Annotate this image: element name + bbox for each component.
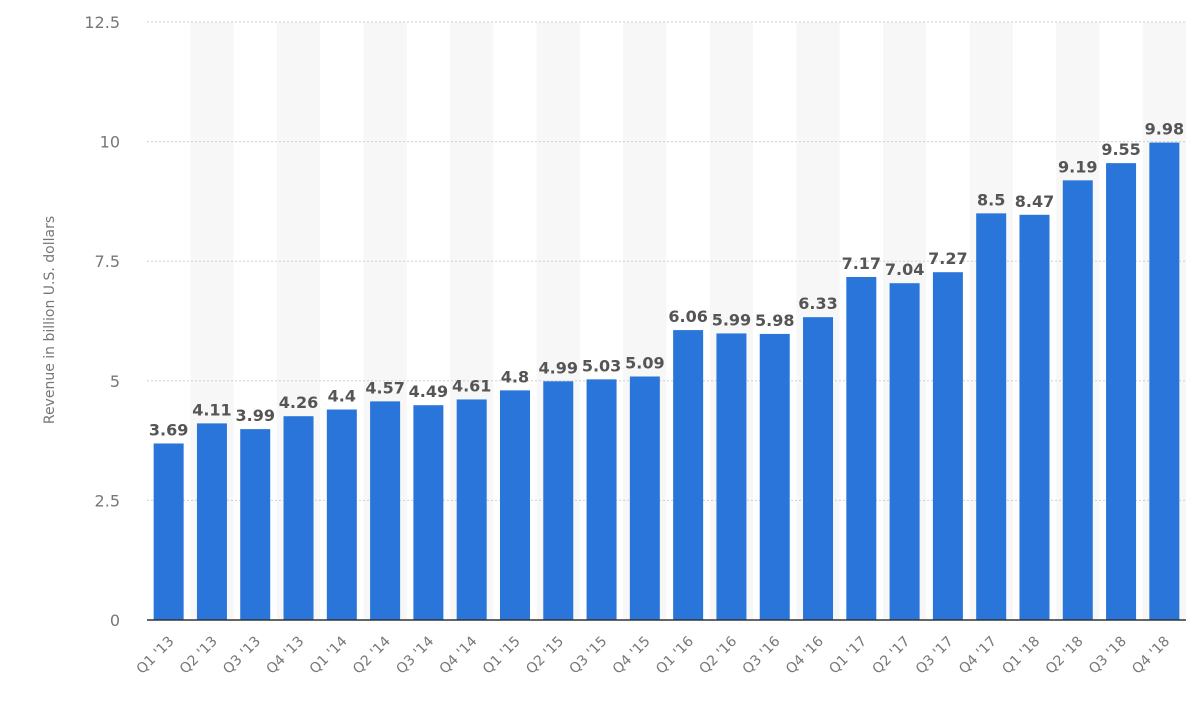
x-tick-label: Q1 '17 <box>826 634 870 678</box>
bar-value-label: 4.8 <box>501 367 529 386</box>
x-tick-label: Q3 '14 <box>393 633 437 677</box>
x-tick-label: Q1 '15 <box>480 634 524 678</box>
y-tick-label: 2.5 <box>95 491 120 510</box>
bar[interactable] <box>196 423 227 620</box>
x-tick-label: Q3 '16 <box>740 633 784 677</box>
bar-value-label: 4.49 <box>409 382 448 401</box>
bar[interactable] <box>629 376 660 620</box>
x-tick-label: Q1 '14 <box>307 633 351 677</box>
y-tick-label: 5 <box>110 372 120 391</box>
bar[interactable] <box>153 443 184 620</box>
x-tick-label: Q4 '15 <box>610 634 654 678</box>
bar-value-label: 6.33 <box>798 294 837 313</box>
x-tick-label: Q3 '15 <box>567 634 611 678</box>
bar[interactable] <box>240 429 271 620</box>
bar[interactable] <box>326 409 357 620</box>
x-tick-label: Q2 '14 <box>350 633 394 677</box>
y-tick-label: 7.5 <box>95 252 120 271</box>
x-tick-label: Q2 '15 <box>523 634 567 678</box>
y-tick-label: 0 <box>110 611 120 630</box>
bar-value-label: 6.06 <box>668 307 707 326</box>
bar-value-label: 5.09 <box>625 353 664 372</box>
y-tick-label: 12.5 <box>84 13 120 32</box>
bar[interactable] <box>370 401 401 620</box>
x-tick-label: Q1 '13 <box>134 634 178 678</box>
x-tick-label: Q4 '14 <box>437 633 481 677</box>
x-tick-label: Q1 '18 <box>999 634 1043 678</box>
x-tick-label: Q2 '18 <box>1043 634 1087 678</box>
bar-value-label: 7.04 <box>885 260 924 279</box>
bar-value-label: 9.19 <box>1058 157 1097 176</box>
x-tick-label: Q3 '17 <box>913 634 957 678</box>
bar[interactable] <box>976 213 1007 621</box>
bar-value-label: 3.69 <box>149 420 188 439</box>
x-tick-label: Q1 '16 <box>653 633 697 677</box>
bar-value-label: 5.03 <box>582 356 621 375</box>
x-tick-label: Q4 '17 <box>956 634 1000 678</box>
bar-value-label: 3.99 <box>235 406 274 425</box>
bar-value-label: 5.99 <box>712 310 751 329</box>
bar[interactable] <box>716 333 747 620</box>
x-tick-label: Q4 '13 <box>263 634 307 678</box>
bar[interactable] <box>889 283 920 620</box>
y-tick-label: 10 <box>100 133 120 152</box>
bar[interactable] <box>413 405 444 620</box>
x-tick-label: Q2 '16 <box>696 633 740 677</box>
bar-value-label: 7.17 <box>842 254 881 273</box>
bar-value-label: 4.61 <box>452 376 491 395</box>
bar[interactable] <box>1106 163 1137 621</box>
bar[interactable] <box>759 333 790 620</box>
x-tick-label: Q2 '13 <box>177 634 221 678</box>
x-tick-label: Q3 '18 <box>1086 634 1130 678</box>
bar-value-label: 7.27 <box>928 249 967 268</box>
bar-value-label: 5.98 <box>755 311 794 330</box>
x-tick-label: Q2 '17 <box>870 634 914 678</box>
bar[interactable] <box>1149 142 1180 620</box>
x-tick-label: Q4 '16 <box>783 633 827 677</box>
x-tick-label: Q4 '18 <box>1129 634 1173 678</box>
bar-value-label: 9.55 <box>1101 140 1140 159</box>
bar[interactable] <box>586 379 617 620</box>
x-tick-label: Q3 '13 <box>220 634 264 678</box>
bar[interactable] <box>846 276 877 620</box>
bar-value-label: 8.5 <box>977 190 1005 209</box>
bar[interactable] <box>803 317 834 620</box>
bar[interactable] <box>499 390 530 620</box>
bar-value-label: 9.98 <box>1145 120 1184 139</box>
bar[interactable] <box>673 330 704 620</box>
bar[interactable] <box>932 272 963 620</box>
bar[interactable] <box>543 381 574 620</box>
bar[interactable] <box>283 416 314 620</box>
bar[interactable] <box>1062 180 1093 620</box>
bar-value-label: 4.99 <box>539 358 578 377</box>
bar-value-label: 4.57 <box>365 378 404 397</box>
bar[interactable] <box>456 399 487 620</box>
bar[interactable] <box>1019 214 1050 620</box>
bar-value-label: 4.11 <box>192 400 231 419</box>
bar-value-label: 4.4 <box>328 387 356 406</box>
bar-value-label: 8.47 <box>1015 192 1054 211</box>
bar-value-label: 4.26 <box>279 393 318 412</box>
